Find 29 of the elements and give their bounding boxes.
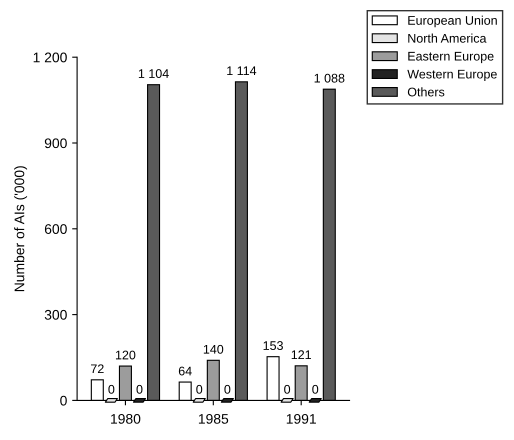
data-label: 120 [116, 350, 136, 360]
y-tick-label: 1 200 [34, 52, 67, 62]
data-label: 1 104 [138, 69, 169, 78]
data-label: 0 [196, 384, 202, 394]
data-label: 1 114 [227, 66, 256, 76]
y-tick-label: 300 [44, 310, 67, 320]
x-tick-label: 1980 [111, 414, 140, 424]
data-label: 121 [292, 350, 312, 360]
data-label: 0 [108, 384, 114, 394]
data-label: 0 [224, 384, 230, 394]
data-label: 0 [312, 384, 318, 394]
data-label: 0 [284, 384, 290, 394]
legend-label: Others [408, 87, 444, 96]
data-label: 72 [91, 364, 104, 374]
legend-label: European Union [408, 16, 497, 28]
data-label: 153 [264, 341, 283, 350]
x-tick-label: 1991 [286, 414, 316, 424]
data-label: 140 [204, 344, 224, 354]
y-tick-label: 0 [60, 396, 67, 406]
x-tick-label: 1985 [198, 414, 228, 424]
y-tick-label: 600 [44, 224, 67, 234]
legend-label: North America [408, 34, 486, 43]
data-label: 64 [178, 366, 192, 376]
legend-label: Eastern Europe [408, 52, 494, 64]
legend-label: Western Europe [407, 70, 497, 82]
data-label: 1 088 [314, 74, 344, 83]
y-axis-title: Number of AIs ('000) [14, 166, 28, 292]
y-tick-label: 900 [44, 138, 67, 148]
data-label: 0 [136, 384, 142, 394]
